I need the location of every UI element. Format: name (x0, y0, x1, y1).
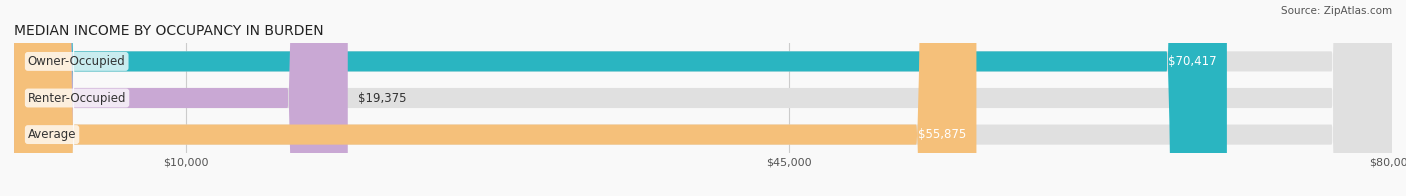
Text: MEDIAN INCOME BY OCCUPANCY IN BURDEN: MEDIAN INCOME BY OCCUPANCY IN BURDEN (14, 24, 323, 38)
FancyBboxPatch shape (14, 0, 1392, 196)
FancyBboxPatch shape (14, 0, 1227, 196)
FancyBboxPatch shape (14, 0, 347, 196)
Text: Renter-Occupied: Renter-Occupied (28, 92, 127, 104)
Text: Owner-Occupied: Owner-Occupied (28, 55, 125, 68)
FancyBboxPatch shape (14, 0, 1392, 196)
Text: $55,875: $55,875 (918, 128, 966, 141)
FancyBboxPatch shape (14, 0, 1392, 196)
FancyBboxPatch shape (14, 0, 976, 196)
Text: Source: ZipAtlas.com: Source: ZipAtlas.com (1281, 6, 1392, 16)
Text: $70,417: $70,417 (1168, 55, 1216, 68)
Text: Average: Average (28, 128, 76, 141)
Text: $19,375: $19,375 (359, 92, 406, 104)
